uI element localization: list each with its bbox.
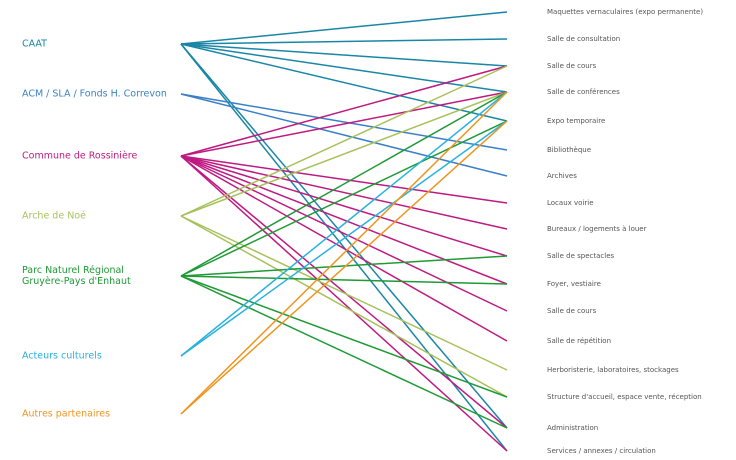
link-line: [180, 43, 508, 452]
target-label: Salle de consultation: [547, 35, 621, 43]
link-line: [180, 43, 508, 122]
link-line: [180, 120, 508, 415]
link-line: [180, 91, 508, 357]
link-line: [180, 255, 508, 277]
target-label: Foyer, vestiaire: [547, 280, 601, 288]
link-line: [180, 38, 508, 45]
link-line: [180, 65, 508, 217]
link-line: [180, 155, 508, 257]
link-line: [180, 120, 508, 277]
link-line: [180, 155, 508, 285]
target-label: Bibliothèque: [547, 146, 592, 154]
link-line: [180, 155, 508, 452]
link-line: [180, 65, 508, 157]
source-autres: Autres partenaires: [22, 408, 111, 420]
link-line: [180, 155, 508, 230]
link-line: [180, 93, 508, 151]
target-label: Salle de spectacles: [547, 252, 615, 260]
link-line: [180, 275, 508, 429]
link-line: [180, 275, 508, 398]
target-label: Salle de cours: [547, 307, 597, 315]
link-line: [180, 43, 508, 93]
target-label: Services / annexes / circulation: [547, 447, 656, 455]
target-label: Expo temporaire: [547, 117, 606, 125]
link-line: [180, 155, 508, 312]
link-line: [180, 155, 508, 342]
target-label: Salle de répétition: [547, 337, 612, 345]
link-line: [180, 91, 508, 277]
source-parc: Parc Naturel Régional Gruyère-Pays d'Enh…: [22, 265, 131, 287]
target-label: Structure d'accueil, espace vente, récep…: [547, 393, 702, 401]
target-label: Administration: [547, 424, 599, 432]
link-line: [180, 43, 508, 67]
target-label: Locaux voirie: [547, 199, 594, 207]
link-line: [180, 275, 508, 285]
link-line: [180, 120, 508, 357]
source-arche: Arche de Noé: [22, 210, 86, 222]
source-caat: CAAT: [22, 38, 47, 50]
target-label: Bureaux / logements à louer: [547, 225, 647, 233]
link-line: [180, 155, 508, 429]
link-line: [180, 91, 508, 217]
source-acteurs: Acteurs culturels: [22, 350, 102, 362]
link-line: [180, 93, 508, 177]
link-line: [180, 215, 508, 371]
target-label: Archives: [547, 172, 577, 180]
source-acm: ACM / SLA / Fonds H. Correvon: [22, 88, 167, 100]
target-label: Maquettes vernaculaires (expo permanente…: [547, 8, 704, 16]
source-commune: Commune de Rossinière: [22, 150, 138, 162]
target-label: Salle de cours: [547, 62, 597, 70]
link-line: [180, 155, 508, 204]
link-line: [180, 91, 508, 415]
target-label: Herboristerie, laboratoires, stockages: [547, 366, 679, 374]
target-label: Salle de conférences: [547, 88, 620, 96]
link-line: [180, 11, 508, 45]
link-line: [180, 91, 508, 157]
